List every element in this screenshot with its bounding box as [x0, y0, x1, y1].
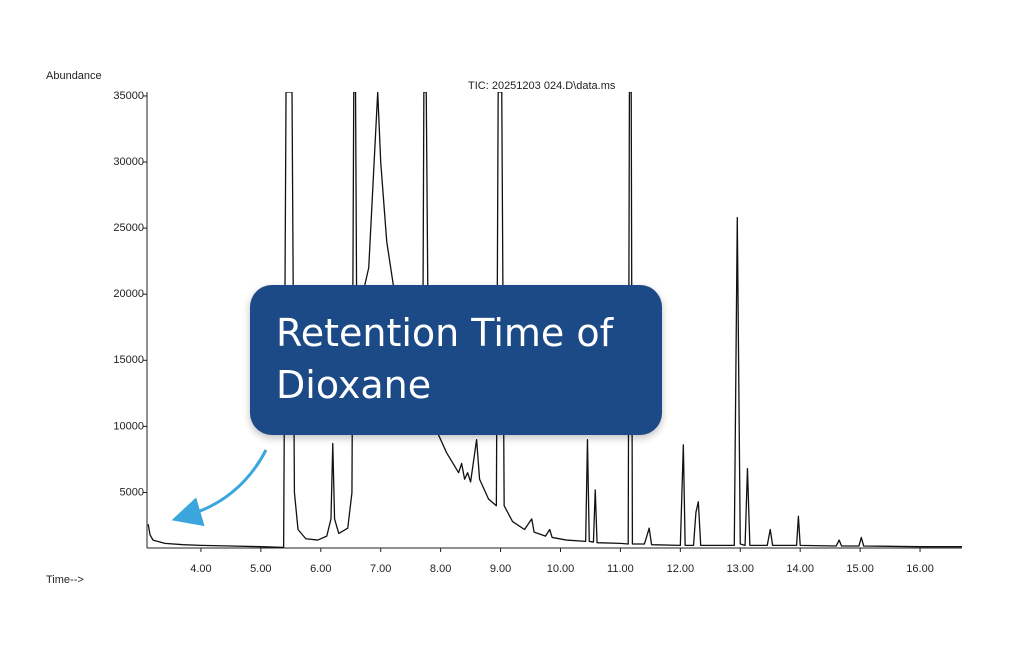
x-tick-label: 7.00 — [370, 563, 391, 575]
trace — [147, 92, 962, 548]
annotation-arrow — [171, 449, 268, 527]
x-axis-label: Time--> — [46, 574, 84, 586]
y-tick-label: 20000 — [113, 288, 144, 300]
x-tick-label: 13.00 — [727, 563, 755, 575]
y-tick-label: 30000 — [113, 156, 144, 168]
chart-title: TIC: 20251203 024.D\data.ms — [468, 80, 616, 92]
y-tick-label: 15000 — [113, 354, 144, 366]
x-tick-label: 12.00 — [667, 563, 695, 575]
x-tick-label: 5.00 — [250, 563, 271, 575]
x-tick-label: 9.00 — [490, 563, 511, 575]
x-tick-label: 11.00 — [607, 563, 634, 575]
y-axis-label: Abundance — [46, 70, 102, 82]
x-tick-label: 14.00 — [786, 563, 814, 575]
x-tick-label: 15.00 — [846, 563, 874, 575]
x-tick-label: 16.00 — [906, 563, 934, 575]
x-tick-label: 8.00 — [430, 563, 451, 575]
y-tick-label: 25000 — [113, 222, 144, 234]
y-tick-label: 10000 — [113, 420, 144, 432]
annotation: Retention Time of Dioxane — [250, 285, 662, 435]
x-tick-label: 6.00 — [310, 563, 331, 575]
y-tick-label: 5000 — [120, 486, 144, 498]
x-tick-label: 4.00 — [190, 563, 211, 575]
x-tick-label: 10.00 — [547, 563, 575, 575]
y-tick-label: 35000 — [113, 90, 144, 102]
